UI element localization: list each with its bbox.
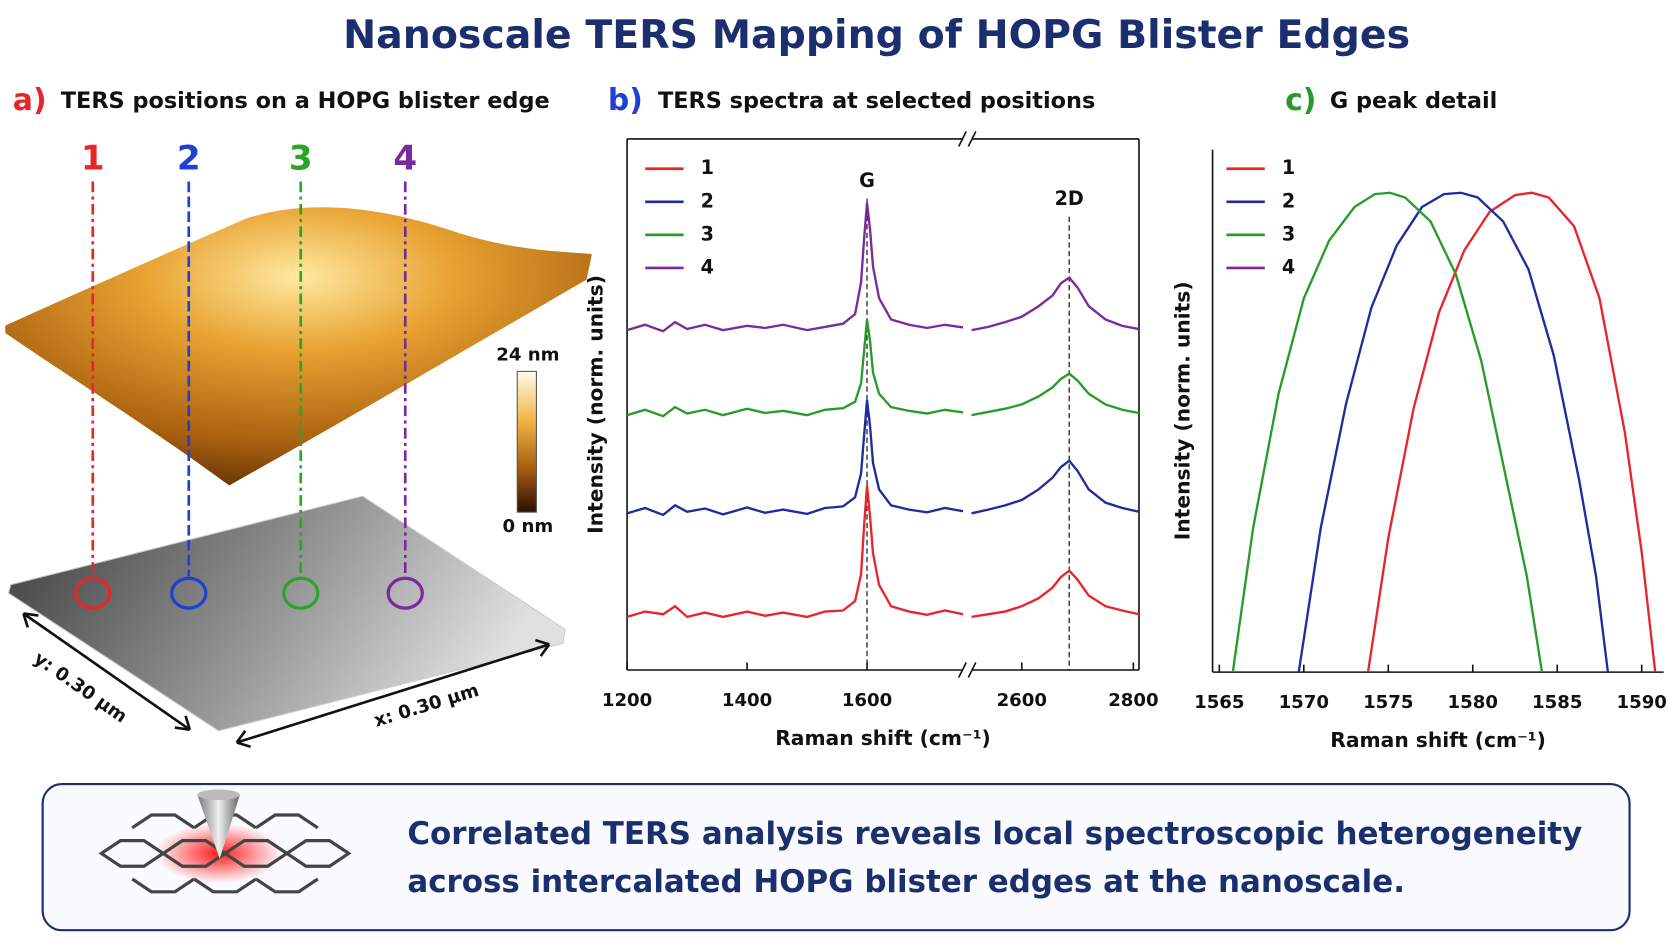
x-tick-label: 1400 — [722, 690, 772, 711]
colorbar-max: 24 nm — [496, 344, 559, 365]
marker-circle — [170, 576, 208, 610]
colorbar-min: 0 nm — [503, 516, 554, 537]
legend-label: 3 — [1282, 222, 1295, 245]
x-axis-label: Raman shift (cm⁻¹) — [775, 726, 991, 750]
marker-label: 2 — [177, 139, 201, 179]
x-tick-label: 2800 — [1108, 690, 1158, 711]
caption-box — [41, 783, 1631, 932]
x-tick-label: 1590 — [1617, 692, 1667, 713]
marker-circle — [74, 576, 112, 610]
substrate — [7, 495, 566, 732]
marker-label: 3 — [289, 139, 313, 179]
x-tick-label: 1580 — [1448, 692, 1498, 713]
legend-label: 1 — [1282, 156, 1295, 179]
spectrum-line — [1297, 191, 1610, 673]
spectrum-line — [971, 372, 1140, 417]
x-tick-label: 1200 — [602, 690, 652, 711]
panel-title: TERS positions on a HOPG blister edge — [61, 88, 550, 114]
panel-title: TERS spectra at selected positions — [658, 88, 1095, 114]
axis-break — [958, 131, 977, 147]
graphene-icon — [98, 789, 352, 894]
y-axis-label: Intensity (norm. units) — [584, 275, 608, 534]
spectrum-line — [971, 275, 1140, 332]
arrow-heads — [22, 612, 551, 749]
legend-label: 3 — [701, 222, 714, 245]
spectrum-line — [1231, 191, 1544, 673]
x-tick-label: 2600 — [997, 690, 1047, 711]
y-axis-label: Intensity (norm. units) — [1170, 281, 1194, 540]
spectrum-line — [626, 202, 964, 333]
annotation: 2D — [1055, 187, 1084, 210]
spectrum-line — [971, 459, 1140, 515]
x-tick-label: 1585 — [1532, 692, 1582, 713]
tip — [197, 794, 240, 859]
legend-label: 4 — [1282, 255, 1295, 278]
colorbar — [516, 370, 537, 513]
dimension-arrows — [22, 612, 551, 749]
y-arrow — [22, 612, 191, 731]
x-arrow — [236, 643, 550, 744]
x-tick-label: 1570 — [1279, 692, 1329, 713]
marker-circle — [386, 576, 424, 610]
marker-label: 1 — [81, 139, 105, 179]
panel-label: b) — [608, 83, 643, 118]
spectrum-line — [626, 400, 964, 517]
blister-surface — [5, 207, 592, 486]
marker-label: 4 — [393, 139, 417, 179]
spectrum-line — [1366, 191, 1657, 673]
x-tick-label: 1600 — [842, 690, 892, 711]
x-tick-label: 1575 — [1363, 692, 1413, 713]
panel-label: c) — [1285, 83, 1316, 118]
position-markers: 1 2 3 4 — [74, 139, 424, 610]
x-tick-label: 1565 — [1194, 692, 1244, 713]
annotation: G — [859, 169, 875, 192]
panel-label: a) — [13, 83, 47, 118]
tip-top — [197, 789, 240, 801]
legend-label: 1 — [701, 156, 714, 179]
spectrum-line — [626, 319, 964, 418]
legend-label: 2 — [1282, 189, 1295, 212]
caption-line: across intercalated HOPG blister edges a… — [407, 864, 1405, 900]
legend-label: 4 — [701, 255, 714, 278]
panel-title: G peak detail — [1330, 88, 1497, 114]
legend-label: 2 — [701, 189, 714, 212]
spectrum-line — [971, 569, 1140, 619]
axis-break — [958, 662, 977, 678]
marker-circle — [282, 576, 320, 610]
x-axis-label: Raman shift (cm⁻¹) — [1330, 728, 1546, 752]
caption-line: Correlated TERS analysis reveals local s… — [407, 816, 1582, 852]
figure-title: Nanoscale TERS Mapping of HOPG Blister E… — [343, 12, 1410, 58]
spectrum-line — [626, 485, 964, 619]
